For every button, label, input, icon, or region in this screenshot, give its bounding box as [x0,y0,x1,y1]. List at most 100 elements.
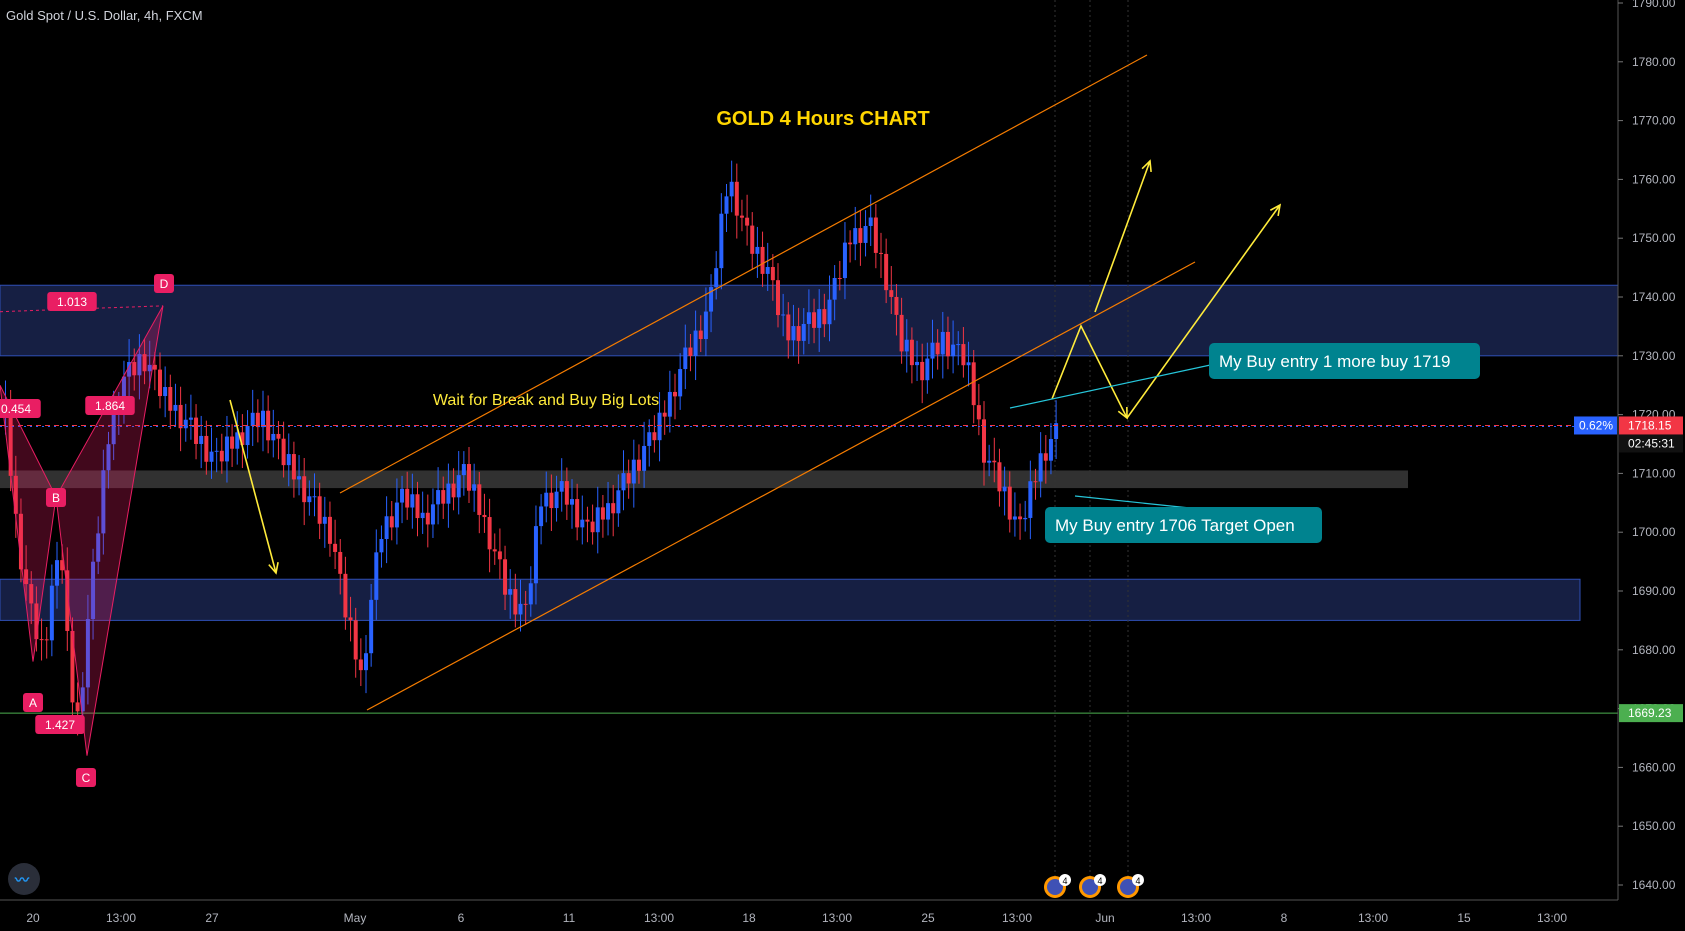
candle-body [348,617,353,621]
candle-body [1028,481,1033,518]
candle-body [219,450,224,462]
candle-body [899,314,904,352]
pattern-point-c: C [82,771,91,785]
event-count-2: 4 [1135,876,1140,886]
candle-body [729,181,734,197]
candle-body [307,496,312,503]
candle-body [879,252,883,254]
time-tick-label: 18 [742,911,756,925]
candle-body [987,460,992,463]
candle-body [992,460,997,463]
candle-body [467,464,471,491]
candle-body [389,516,394,528]
candle-body [884,253,889,291]
time-tick-label: May [344,911,367,925]
candle-body [909,339,914,366]
candle-body [142,354,147,372]
candle-body [724,196,729,214]
candle-body [956,344,961,346]
candle-body [405,488,410,508]
channel-lower-line [366,261,1196,711]
candle-body [65,570,70,631]
candle-body [168,387,173,411]
time-tick-label: 13:00 [1002,911,1032,925]
candle-body [982,419,986,463]
candle-body [570,499,574,505]
chart-header-title: Gold Spot / U.S. Dollar, 4h, FXCM [6,8,203,23]
candle-body [554,491,559,509]
candle-body [528,583,533,605]
candle-body [261,410,265,428]
candle-body [224,436,229,462]
candle-body [245,426,250,446]
candle-body [693,330,698,356]
candle-body [322,516,327,524]
candle-body [719,213,724,269]
candle-body [647,432,652,446]
candle-body [533,526,538,584]
candle-body [750,225,755,254]
candle-body [430,504,435,525]
candle-body [827,299,832,325]
candle-body [250,412,255,427]
candle-body [853,228,858,245]
channel-upper-line [339,54,1148,494]
tradingview-logo-icon[interactable]: 〰 [8,863,40,895]
price-tick-label: 1770.00 [1632,114,1676,128]
candle-body [152,364,157,370]
price-tick-label: 1690.00 [1632,584,1676,598]
candle-body [492,549,497,552]
price-tick-label: 1740.00 [1632,290,1676,304]
candle-body [127,362,132,377]
candle-body [96,533,101,562]
candle-body [595,507,600,533]
candle-body [1038,453,1043,482]
candle-body [606,503,611,520]
candle-body [240,432,245,446]
candle-body [286,454,291,466]
candle-body [183,419,188,429]
candle-body [111,411,116,445]
pattern-point-a-box [23,693,43,712]
time-tick-label: 13:00 [644,911,674,925]
price-tick-label: 1640.00 [1632,878,1676,892]
event-count-0: 4 [1062,876,1067,886]
pattern-point-d-box [154,274,174,293]
candle-body [1002,486,1007,492]
arrow-down-left [229,399,277,574]
candle-body [456,475,461,498]
price-tick-label: 1680.00 [1632,643,1676,657]
countdown-tag: 02:45:31 [1628,436,1675,450]
candle-body [178,404,183,429]
candle-body [353,620,358,660]
candle-body [106,444,111,471]
candle-body [786,314,791,341]
candle-body [374,552,379,600]
candle-body [503,559,508,595]
event-flag-icon-2 [1120,879,1136,895]
price-tick-label: 1730.00 [1632,349,1676,363]
time-tick-label: 13:00 [822,911,852,925]
candle-body [49,585,54,641]
pattern-ratio-0454-box [0,399,41,418]
candle-body [863,225,868,243]
pattern-ratio-1013-box [47,292,97,311]
callout-connector-1 [1009,363,1216,409]
candle-body [842,242,847,279]
candle-body [276,433,281,439]
annotation-wait-break: Wait for Break and Buy Big Lots [433,392,659,409]
candle-body [420,512,425,519]
pattern-ratio-1864: 1.864 [95,399,125,413]
candle-body [477,484,482,515]
candle-body [394,502,399,528]
candle-body [13,475,18,514]
percent-tag: 0.62% [1579,418,1613,432]
current-price-tag-box [1619,416,1683,435]
candle-body [1048,439,1053,461]
support-tag-box [1619,704,1683,723]
candle-body [796,326,801,341]
candle-body [611,503,616,514]
time-tick-label: 20 [26,911,40,925]
